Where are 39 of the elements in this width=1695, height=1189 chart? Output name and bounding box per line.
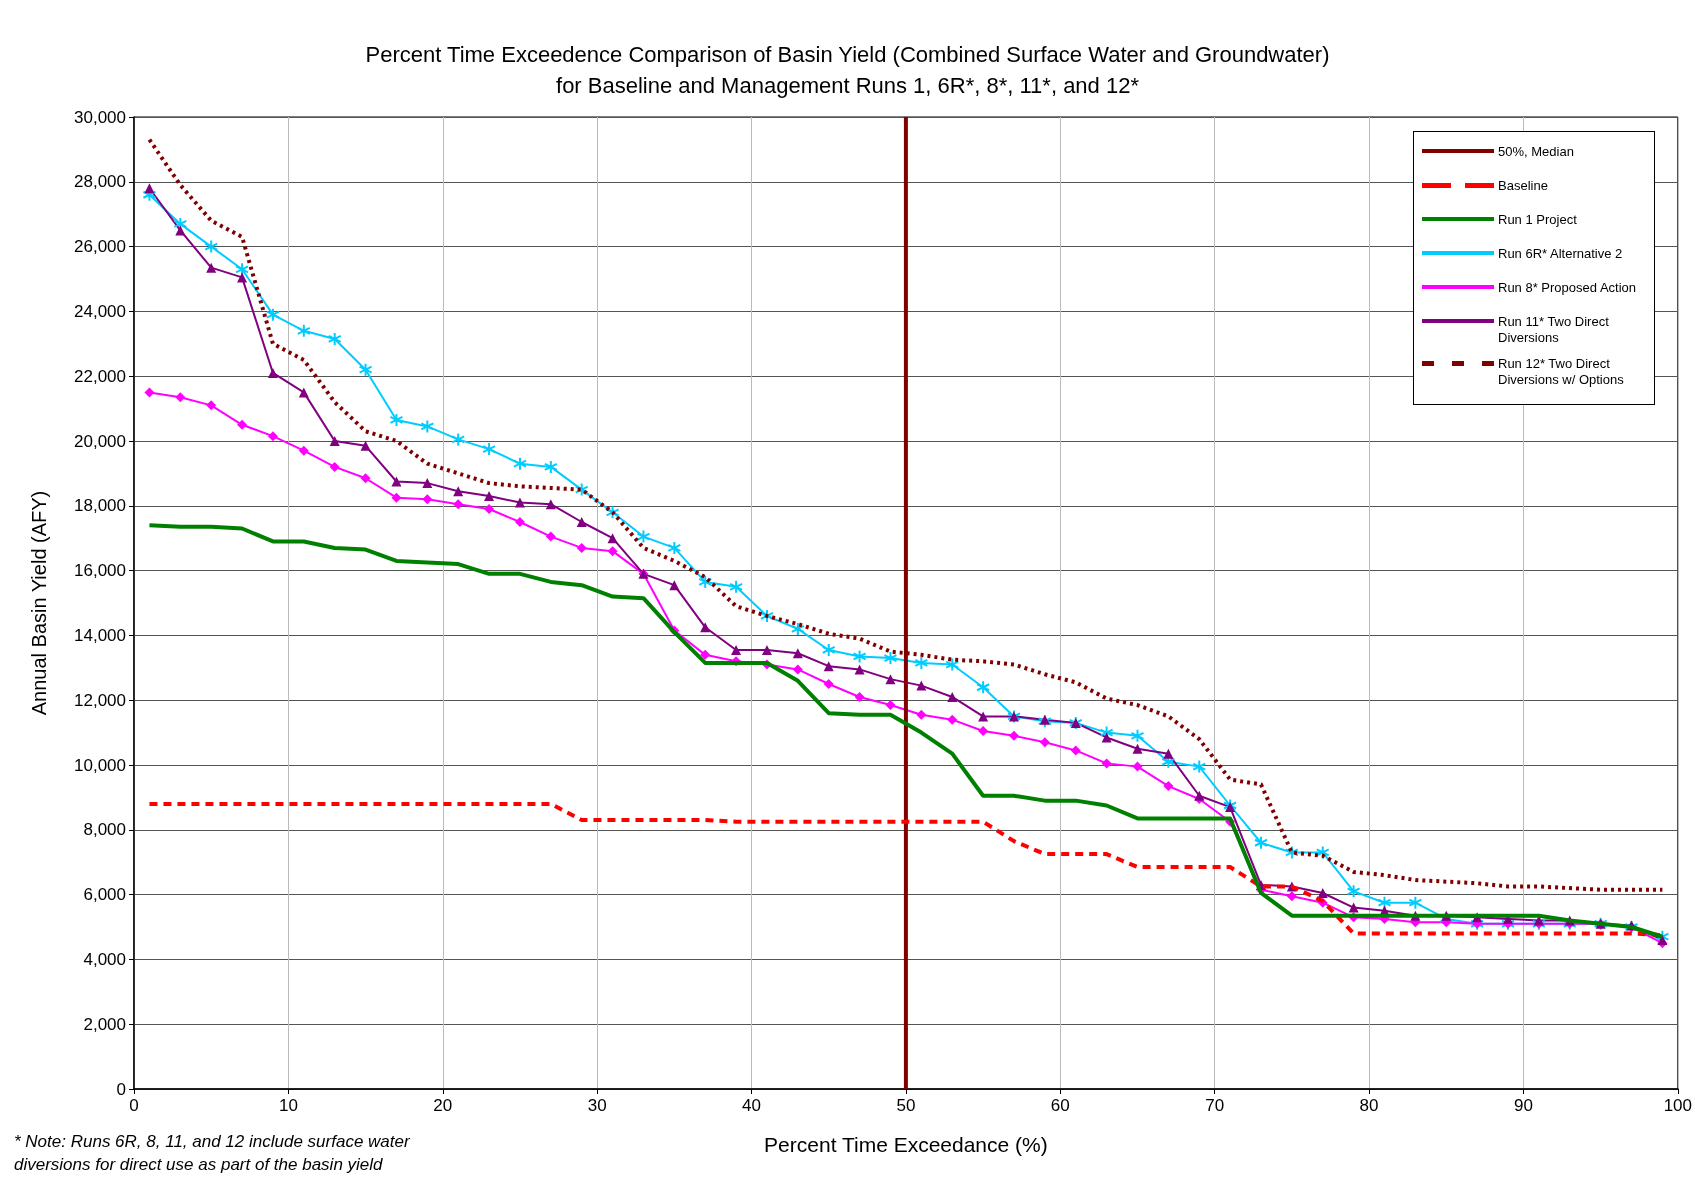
y-tick-label: 28,000 bbox=[74, 172, 126, 192]
y-tick-label: 14,000 bbox=[74, 625, 126, 645]
x-tick-label: 80 bbox=[1359, 1096, 1379, 1115]
legend-label: Run 1 Project bbox=[1498, 212, 1578, 228]
legend-label: Run 11* Two Direct Diversions bbox=[1498, 314, 1610, 346]
y-tick-label: 24,000 bbox=[74, 301, 126, 321]
y-tick-label: 0 bbox=[116, 1079, 126, 1099]
x-tick-label: 100 bbox=[1663, 1096, 1693, 1115]
y-tick-label: 12,000 bbox=[74, 690, 126, 710]
legend-label: Run 8* Proposed Action bbox=[1498, 280, 1638, 296]
x-tick-label: 50 bbox=[896, 1096, 916, 1115]
y-tick-label: 22,000 bbox=[74, 366, 126, 386]
y-axis-title: Annual Basin Yield (AFY) bbox=[28, 490, 50, 716]
x-tick-label: 60 bbox=[1050, 1096, 1070, 1115]
text: * Note: Runs 6R, 8, 11, and 12 include surface water diversions for direct use as part of the basin yield bbox=[14, 1131, 411, 1176]
x-tick-label: 30 bbox=[587, 1096, 607, 1115]
y-tick-label: 20,000 bbox=[74, 431, 126, 451]
legend-label: Run 12* Two Direct Diversions w/ Options bbox=[1498, 356, 1625, 388]
y-tick-label: 16,000 bbox=[74, 561, 126, 581]
chart-subtitle: for Baseline and Management Runs 1, 6R*, 8*, 11*, and 12* bbox=[556, 73, 1140, 98]
y-tick-label: 30,000 bbox=[74, 107, 126, 127]
x-tick-label: 10 bbox=[278, 1096, 298, 1115]
x-axis-title: Percent Time Exceedance (%) bbox=[764, 1133, 1048, 1156]
y-tick-label: 2,000 bbox=[83, 1014, 126, 1034]
x-tick-label: 0 bbox=[129, 1096, 139, 1115]
y-tick-label: 26,000 bbox=[74, 237, 126, 257]
y-tick-label: 4,000 bbox=[83, 949, 126, 969]
y-tick-label: 18,000 bbox=[74, 496, 126, 516]
chart-title: Percent Time Exceedence Comparison of Basin Yield (Combined Surface Water and Groundwater) bbox=[365, 42, 1330, 67]
legend-label: 50%, Median bbox=[1498, 144, 1575, 160]
x-tick-label: 40 bbox=[742, 1096, 761, 1115]
x-tick-label: 90 bbox=[1513, 1096, 1533, 1115]
legend-label: Baseline bbox=[1498, 178, 1549, 194]
legend-label: Run 6R* Alternative 2 bbox=[1498, 246, 1624, 262]
y-tick-label: 10,000 bbox=[74, 755, 126, 775]
x-tick-label: 20 bbox=[433, 1096, 453, 1115]
x-tick-label: 70 bbox=[1205, 1096, 1225, 1115]
y-tick-label: 8,000 bbox=[83, 820, 126, 840]
y-tick-label: 6,000 bbox=[83, 885, 126, 905]
